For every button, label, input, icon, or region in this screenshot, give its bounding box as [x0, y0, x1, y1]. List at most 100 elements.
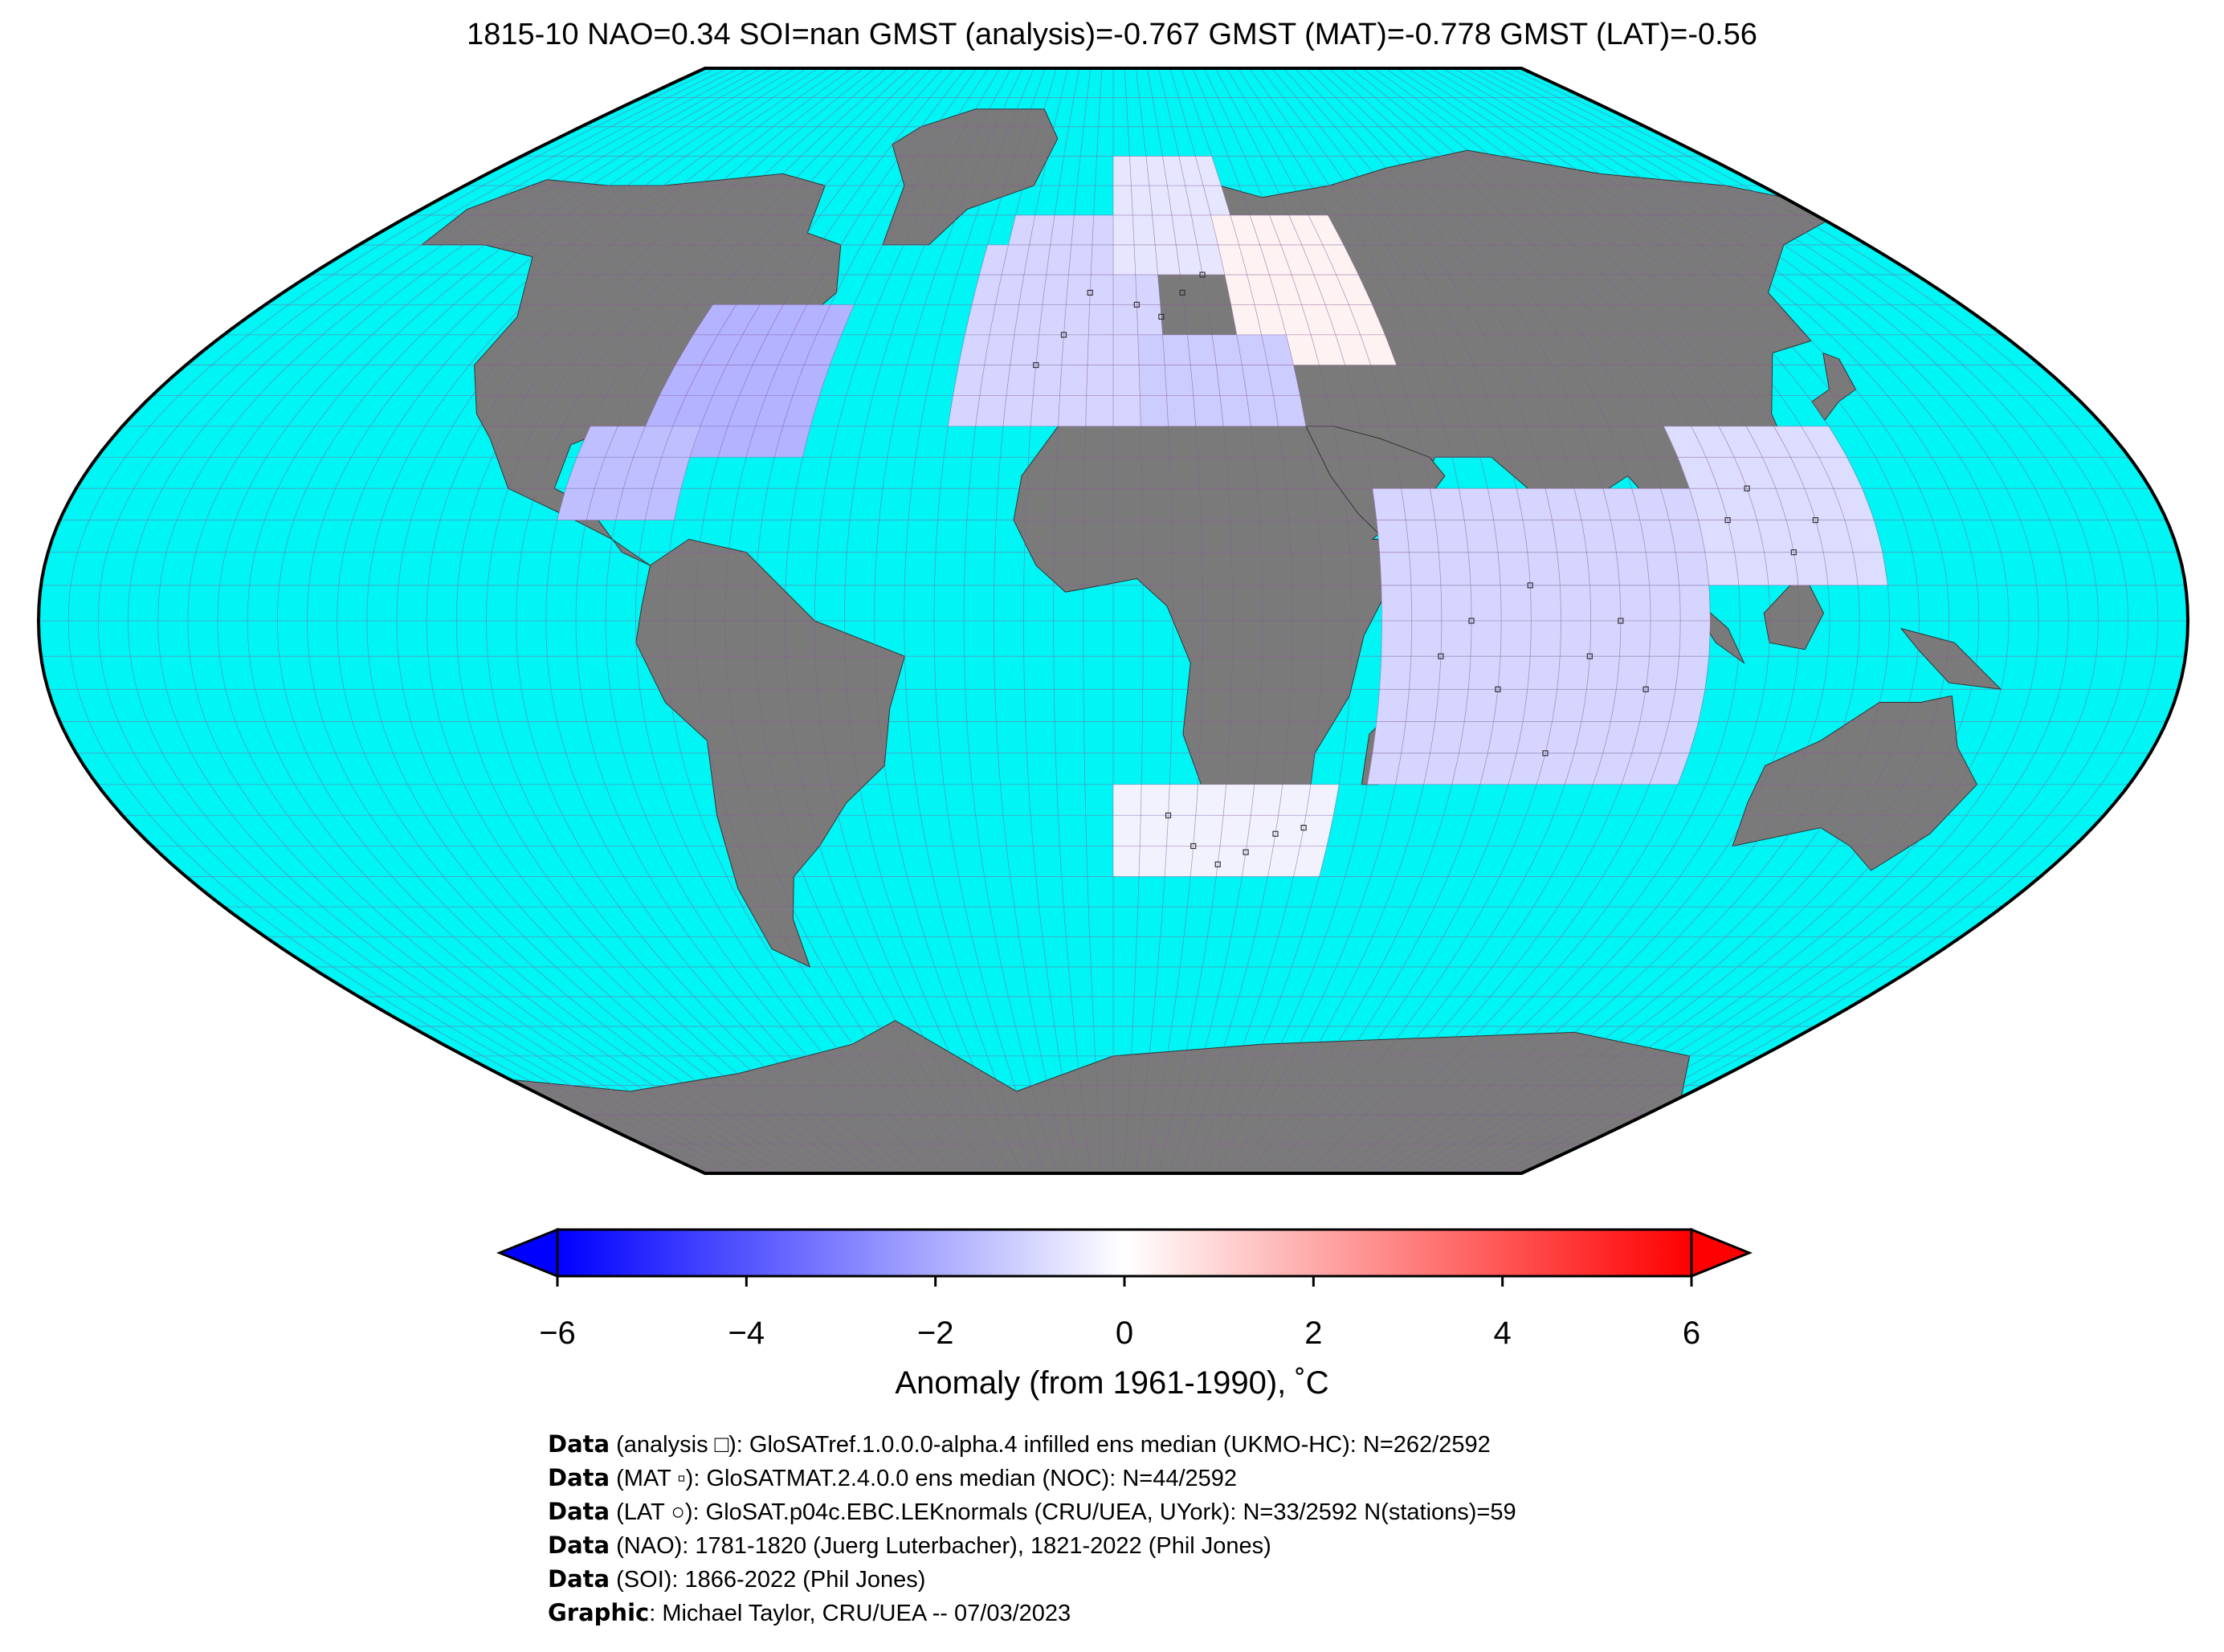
anomaly-cell-south-china-sea: [1718, 426, 1763, 458]
anomaly-cell-indian-ocean: [1589, 585, 1621, 621]
anomaly-cell-south-china-sea: [1773, 426, 1819, 458]
anomaly-cell-southern-africa: [1293, 846, 1327, 877]
colorbar-tick-label: −2: [916, 1315, 954, 1351]
anomaly-cell-scandinavia: [1162, 156, 1185, 186]
analysis-marker: [1190, 842, 1197, 850]
credit-line: Data (MAT ▫): GloSATMAT.2.4.0.0 ens medi…: [548, 1464, 1238, 1491]
anomaly-cell-indian-ocean: [1530, 585, 1561, 621]
anomaly-cell-western-russia: [1292, 275, 1325, 305]
anomaly-cell-north-atlantic-europe: [1087, 334, 1113, 365]
anomaly-cell-indian-ocean: [1409, 552, 1441, 585]
analysis-marker: [1542, 750, 1549, 757]
analysis-marker: [1243, 849, 1249, 855]
anomaly-cell-scandinavia: [1134, 244, 1158, 275]
anomaly-cell-gulf-caribbean: [645, 488, 681, 520]
anomaly-cell-indian-ocean: [1675, 656, 1709, 690]
anomaly-cell-north-atlantic-europe: [1039, 304, 1067, 335]
anomaly-cell-indian-ocean: [1395, 753, 1430, 785]
anomaly-cell-western-russia: [1301, 304, 1336, 335]
anomaly-cell-indian-ocean: [1516, 721, 1553, 753]
anomaly-cell-indian-ocean: [1660, 721, 1699, 753]
anomaly-cell-indian-ocean: [1381, 585, 1412, 621]
anomaly-cell-indian-ocean: [1649, 753, 1690, 785]
anomaly-cell-indian-ocean: [1379, 656, 1411, 690]
anomaly-cell-southern-africa: [1242, 846, 1274, 877]
anomaly-cell-southern-africa: [1113, 815, 1141, 846]
anomaly-cell-indian-ocean: [1581, 520, 1617, 553]
anomaly-cell-western-russia: [1311, 334, 1345, 365]
anomaly-cell-indian-ocean: [1621, 753, 1661, 785]
anomaly-cell-indian-ocean: [1493, 520, 1528, 553]
anomaly-cell-indian-ocean: [1500, 621, 1532, 657]
anomaly-cell-indian-ocean: [1589, 621, 1621, 657]
anomaly-cell-scandinavia: [1129, 156, 1149, 186]
anomaly-cell-southern-africa: [1139, 846, 1167, 877]
analysis-marker: [1618, 618, 1624, 624]
anomaly-cell-north-atlantic-europe: [1063, 304, 1090, 335]
anomaly-cell-scandinavia: [1191, 215, 1218, 245]
colorbar-tick-label: −6: [539, 1315, 576, 1351]
anomaly-cell-north-atlantic-europe: [1010, 334, 1039, 365]
anomaly-cell-indian-ocean: [1619, 621, 1651, 657]
anomaly-cell-mediterranean: [1140, 395, 1169, 426]
anomaly-cell-gulf-caribbean: [586, 488, 624, 520]
anomaly-cell-indian-ocean: [1376, 689, 1410, 722]
anomaly-cell-scandinavia: [1113, 244, 1136, 275]
anomaly-cell-south-china-sea: [1698, 520, 1735, 553]
anomaly-cell-western-russia: [1239, 244, 1270, 275]
anomaly-cell-eastern-north-america: [765, 365, 805, 396]
analysis-marker: [1642, 686, 1649, 692]
anomaly-cell-north-atlantic-europe: [1113, 275, 1137, 305]
anomaly-cell-south-china-sea: [1823, 552, 1859, 585]
anomaly-cell-indian-ocean: [1523, 520, 1557, 553]
anomaly-cell-indian-ocean: [1464, 520, 1498, 553]
anomaly-cell-north-atlantic-europe: [958, 334, 990, 365]
anomaly-cell-north-atlantic-europe: [1113, 395, 1141, 426]
anomaly-cell-north-atlantic-europe: [1085, 395, 1113, 426]
anomaly-cell-indian-ocean: [1536, 753, 1574, 785]
anomaly-cell-north-atlantic-europe: [979, 365, 1010, 396]
anomaly-cell-indian-ocean: [1497, 656, 1531, 690]
anomaly-cell-indian-ocean: [1573, 488, 1611, 520]
anomaly-cell-indian-ocean: [1471, 585, 1502, 621]
anomaly-cell-south-china-sea: [1804, 488, 1845, 520]
anomaly-cell-indian-ocean: [1660, 488, 1699, 520]
analysis-marker: [1468, 618, 1475, 624]
analysis-marker: [1527, 582, 1533, 589]
anomaly-cell-indian-ocean: [1487, 488, 1524, 520]
anomaly-cell-indian-ocean: [1639, 520, 1675, 553]
anomaly-cell-indian-ocean: [1586, 656, 1620, 690]
colorbar-extend-left: [496, 1227, 559, 1279]
anomaly-cell-indian-ocean: [1586, 552, 1620, 585]
anomaly-cell-southern-africa: [1165, 846, 1194, 877]
anomaly-cell-scandinavia: [1155, 244, 1181, 275]
anomaly-cell-mediterranean: [1247, 395, 1279, 426]
anomaly-cell-north-atlantic-europe: [984, 334, 1014, 365]
anomaly-cell-scandinavia: [1203, 186, 1230, 215]
anomaly-cell-mediterranean: [1162, 334, 1191, 365]
anomaly-cell-indian-ocean: [1565, 753, 1603, 785]
anomaly-cell-south-china-sea: [1689, 488, 1728, 520]
anomaly-cell-indian-ocean: [1468, 656, 1501, 690]
anomaly-cell-eastern-north-america: [746, 426, 783, 458]
anomaly-cell-western-russia: [1308, 215, 1344, 245]
anomaly-cell-indian-ocean: [1440, 621, 1471, 657]
anomaly-cell-gulf-caribbean: [594, 457, 634, 489]
colorbar-label: Anomaly (from 1961-1990), ˚C: [895, 1365, 1329, 1401]
anomaly-cell-indian-ocean: [1530, 621, 1561, 657]
anomaly-cell-gulf-caribbean: [557, 488, 595, 520]
anomaly-cell-southern-africa: [1220, 815, 1251, 846]
anomaly-cell-north-atlantic-europe: [1023, 244, 1051, 275]
anomaly-cell-south-china-sea: [1677, 457, 1719, 489]
anomaly-cell-indian-ocean: [1500, 585, 1532, 621]
anomaly-cell-eastern-north-america: [689, 426, 728, 458]
anomaly-cell-north-atlantic-europe: [1113, 304, 1138, 335]
anomaly-cell-south-china-sea: [1757, 520, 1794, 553]
globe-border: [36, 67, 2190, 1175]
anomaly-cell-indian-ocean: [1438, 656, 1471, 690]
anomaly-cell-south-china-sea: [1746, 426, 1791, 458]
anomaly-cell-western-russia: [1218, 244, 1247, 275]
anomaly-cell-scandinavia: [1145, 156, 1168, 186]
anomaly-cell-north-atlantic-europe: [990, 304, 1019, 335]
anomaly-cell-indian-ocean: [1440, 585, 1471, 621]
